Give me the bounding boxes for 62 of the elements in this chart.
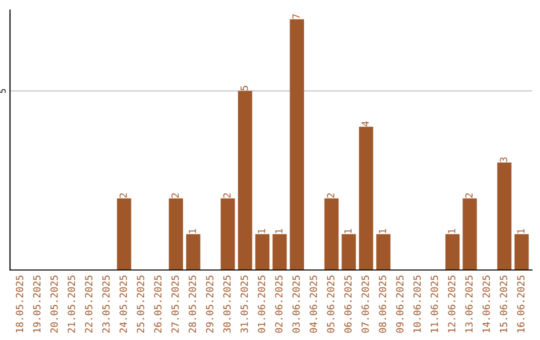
bar xyxy=(445,234,460,270)
x-tick-label: 29.05.2025 xyxy=(206,276,214,333)
bar xyxy=(272,234,287,270)
x-tick-label: 19.05.2025 xyxy=(33,276,40,332)
x-tick-label: 13.06.2025 xyxy=(465,276,473,332)
bar xyxy=(514,234,529,270)
x-tick-label: 25.05.2025 xyxy=(136,276,144,333)
data-label: 1 xyxy=(344,228,352,234)
data-label: 5 xyxy=(240,86,248,90)
bar xyxy=(342,234,356,270)
bar xyxy=(462,198,477,270)
x-tick-label: 16.06.2025 xyxy=(517,276,524,332)
bar xyxy=(238,90,252,270)
data-label: 7 xyxy=(292,14,300,19)
x-tick-label: 05.06.2025 xyxy=(326,276,334,333)
bar xyxy=(376,234,390,270)
data-label: 1 xyxy=(448,228,456,234)
x-tick-label: 11.06.2025 xyxy=(430,276,438,332)
bar xyxy=(497,162,512,270)
data-label: 2 xyxy=(171,193,179,198)
x-tick-label: 22.05.2025 xyxy=(85,276,92,333)
data-label: 1 xyxy=(517,228,524,234)
data-label: 1 xyxy=(378,228,386,234)
x-tick-label: 21.05.2025 xyxy=(68,276,76,333)
x-tick-label: 27.05.2025 xyxy=(171,276,179,333)
bar xyxy=(168,198,184,270)
bar xyxy=(220,198,235,270)
bar xyxy=(358,126,374,270)
data-label: 3 xyxy=(500,157,508,162)
x-tick-label: 23.05.2025 xyxy=(102,276,110,333)
bar xyxy=(324,198,339,270)
data-label: 1 xyxy=(188,228,196,234)
x-tick-label: 26.05.2025 xyxy=(154,276,162,333)
bar xyxy=(290,19,304,270)
data-label: 1 xyxy=(258,228,266,234)
x-tick-label: 28.05.2025 xyxy=(188,276,196,333)
x-tick-label: 10.06.2025 xyxy=(413,276,421,332)
x-tick-label: 20.05.2025 xyxy=(50,276,58,333)
x-tick-label: 30.05.2025 xyxy=(223,276,231,333)
x-tick-label: 15.06.2025 xyxy=(500,276,508,332)
x-tick-label: 03.06.2025 xyxy=(292,276,300,333)
bar xyxy=(116,198,132,270)
x-tick-label: 18.05.2025 xyxy=(16,276,24,332)
x-tick-label: 09.06.2025 xyxy=(396,276,404,333)
x-tick-label: 08.06.2025 xyxy=(378,276,386,333)
x-tick-label: 24.05.2025 xyxy=(120,276,127,333)
data-label: 1 xyxy=(275,228,282,234)
x-tick-label: 12.06.2025 xyxy=(448,276,456,332)
bar xyxy=(186,234,200,270)
data-label: 4 xyxy=(362,121,369,126)
x-tick-label: 07.06.2025 xyxy=(362,276,369,333)
x-tick-label: 04.06.2025 xyxy=(310,276,318,333)
x-tick-label: 01.06.2025 xyxy=(258,276,266,333)
data-label: 2 xyxy=(223,193,230,198)
x-tick-label: 31.05.2025 xyxy=(240,276,248,333)
data-label: 2 xyxy=(120,193,127,198)
x-tick-label: 06.06.2025 xyxy=(344,276,352,333)
data-label: 2 xyxy=(326,193,334,198)
bar xyxy=(255,234,270,270)
x-tick-label: 02.06.2025 xyxy=(275,276,282,333)
x-tick-label: 14.06.2025 xyxy=(482,276,490,332)
data-label: 2 xyxy=(465,193,472,198)
